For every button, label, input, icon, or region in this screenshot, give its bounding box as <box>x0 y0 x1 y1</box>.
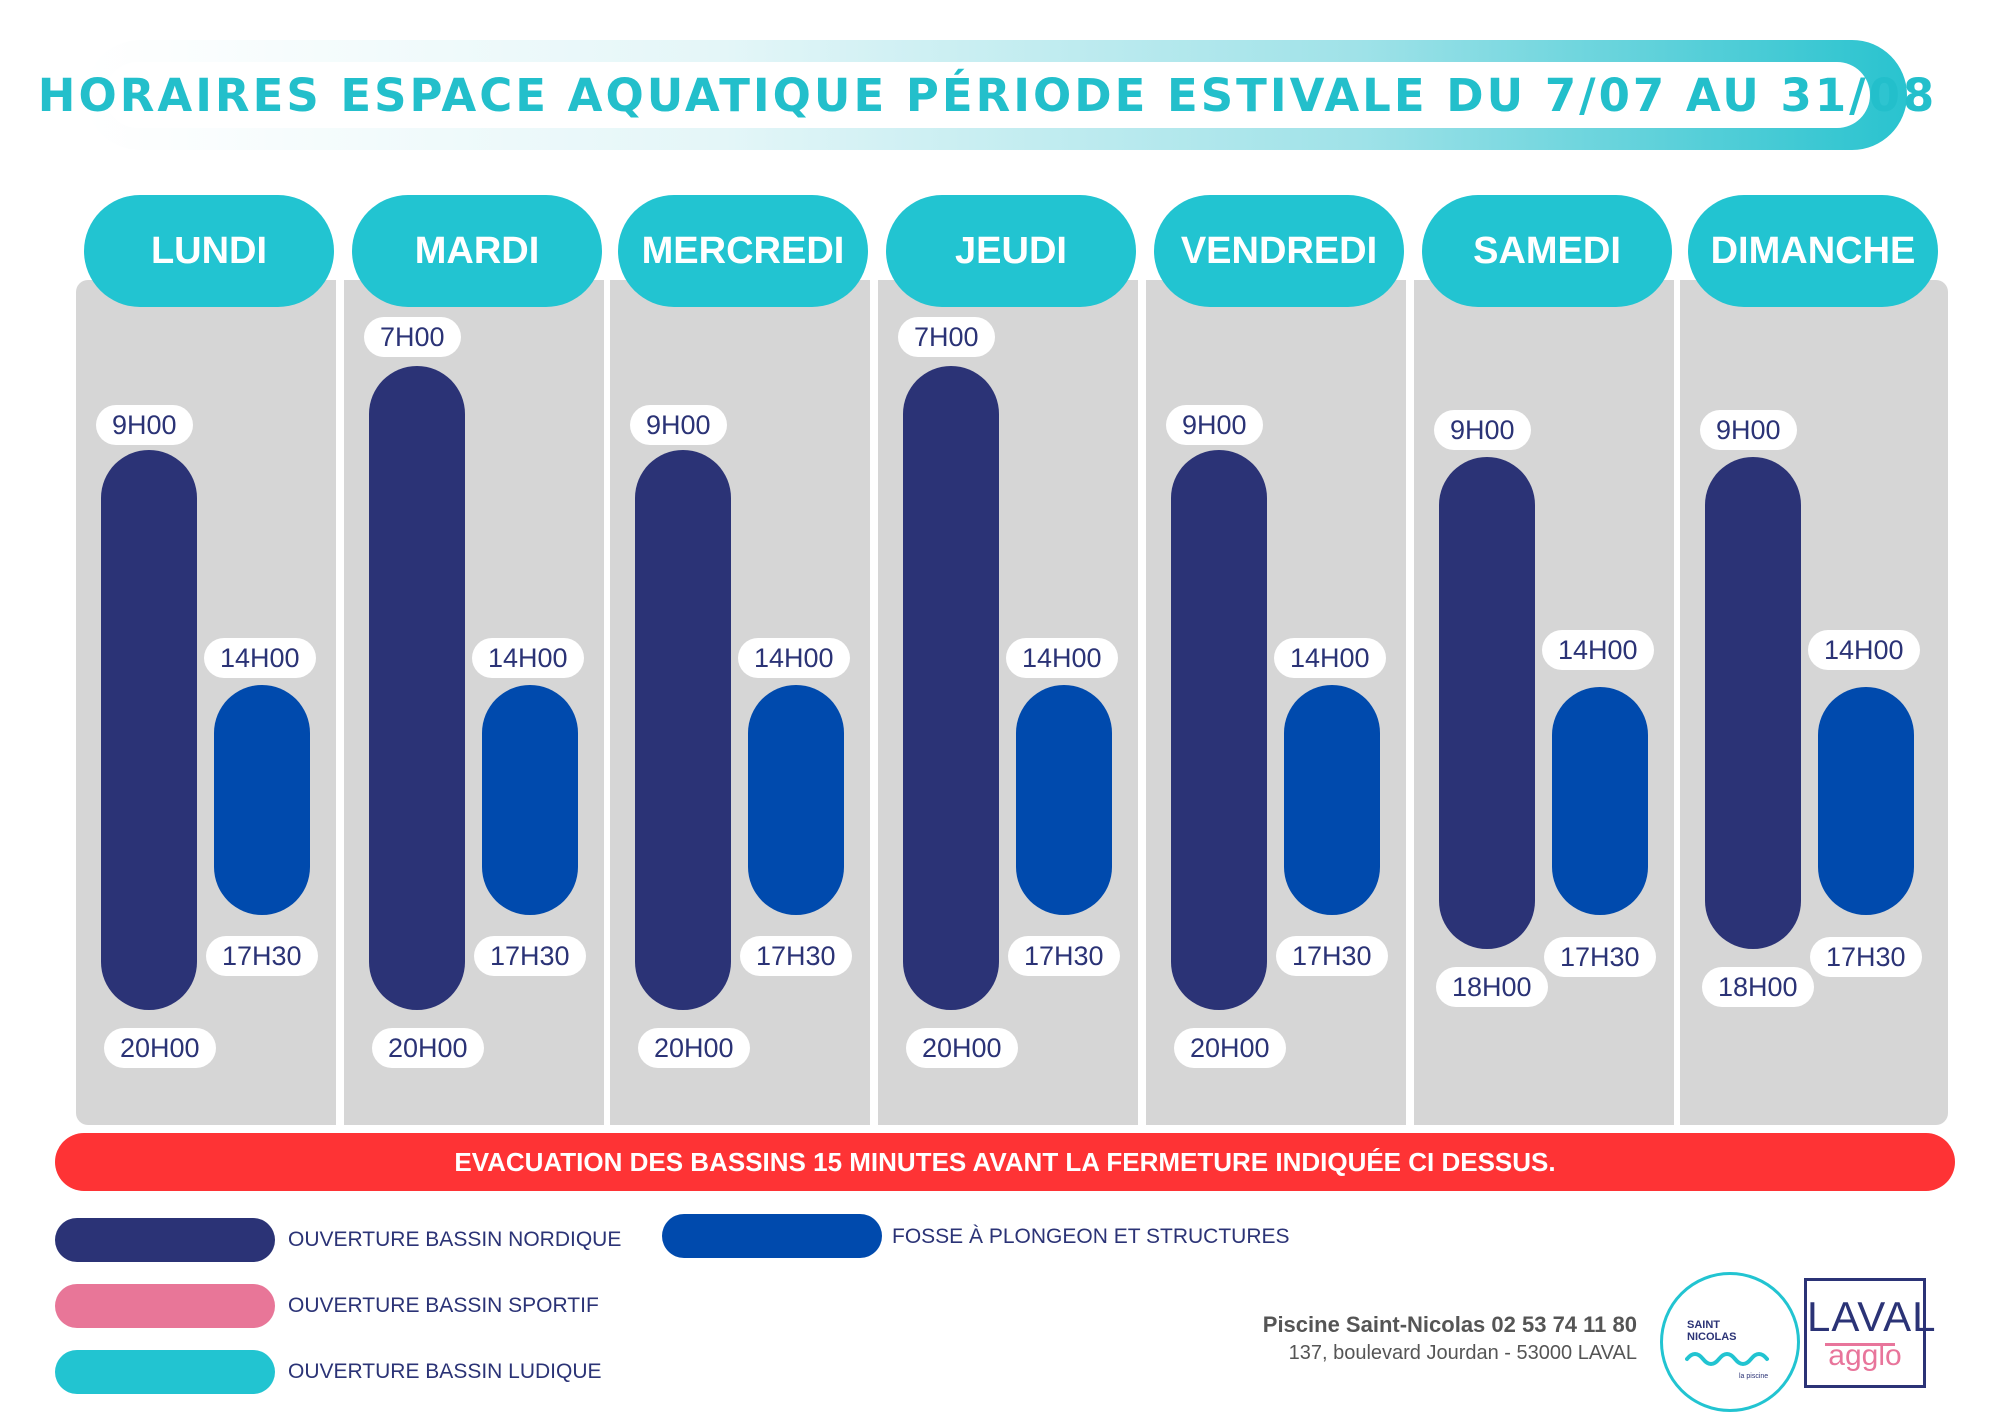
footer-address: 137, boulevard Jourdan - 53000 LAVAL <box>1288 1342 1637 1364</box>
nordique-open-time: 9H00 <box>1434 410 1531 450</box>
nordique-bar <box>1439 457 1535 949</box>
fosse-open-time: 14H00 <box>472 638 584 678</box>
fosse-bar <box>1284 685 1380 915</box>
day-column-mardi: MARDI 7H00 20H00 14H00 17H30 <box>344 195 604 1125</box>
laval-logo-bottom: agglo <box>1828 1339 1902 1372</box>
nordique-close-time: 18H00 <box>1436 967 1548 1007</box>
header-pill: HORAIRES ESPACE AQUATIQUE PÉRIODE ESTIVA… <box>38 62 1934 128</box>
nordique-close-time: 20H00 <box>906 1028 1018 1068</box>
nordique-bar <box>1705 457 1801 949</box>
day-column-vendredi: VENDREDI 9H00 20H00 14H00 17H30 <box>1146 195 1406 1125</box>
legend-label-nordique: OUVERTURE BASSIN NORDIQUE <box>288 1228 622 1251</box>
fosse-close-time: 17H30 <box>740 936 852 976</box>
legend-swatch-fosse <box>662 1214 882 1258</box>
day-header: VENDREDI <box>1154 195 1404 307</box>
legend-label-sportif: OUVERTURE BASSIN SPORTIF <box>288 1294 599 1317</box>
day-column-lundi: LUNDI 9H00 20H00 14H00 17H30 <box>76 195 336 1125</box>
fosse-close-time: 17H30 <box>1544 937 1656 977</box>
nordique-close-time: 20H00 <box>1174 1028 1286 1068</box>
day-column-mercredi: MERCREDI 9H00 20H00 14H00 17H30 <box>610 195 870 1125</box>
page-title: HORAIRES ESPACE AQUATIQUE PÉRIODE ESTIVA… <box>37 68 1938 122</box>
day-column-dimanche: DIMANCHE 9H00 18H00 14H00 17H30 <box>1680 195 1948 1125</box>
saint-nicolas-logo-sub: la piscine <box>1739 1373 1769 1380</box>
day-column-samedi: SAMEDI 9H00 18H00 14H00 17H30 <box>1414 195 1674 1125</box>
footer-pool-name: Piscine Saint-Nicolas 02 53 74 11 80 <box>1262 1312 1637 1337</box>
nordique-close-time: 20H00 <box>372 1028 484 1068</box>
nordique-open-time: 9H00 <box>630 405 727 445</box>
nordique-close-time: 20H00 <box>104 1028 216 1068</box>
nordique-open-time: 7H00 <box>364 317 461 357</box>
fosse-open-time: 14H00 <box>1542 630 1654 670</box>
legend-swatch-ludique <box>55 1350 275 1394</box>
nordique-bar <box>635 450 731 1010</box>
fosse-bar <box>482 685 578 915</box>
nordique-open-time: 9H00 <box>96 405 193 445</box>
fosse-bar <box>748 685 844 915</box>
nordique-close-time: 20H00 <box>638 1028 750 1068</box>
fosse-open-time: 14H00 <box>738 638 850 678</box>
fosse-close-time: 17H30 <box>1810 937 1922 977</box>
evacuation-warning: EVACUATION DES BASSINS 15 MINUTES AVANT … <box>55 1133 1955 1191</box>
wave-icon <box>1685 1352 1769 1366</box>
fosse-bar <box>1016 685 1112 915</box>
day-header: SAMEDI <box>1422 195 1672 307</box>
day-header: MARDI <box>352 195 602 307</box>
fosse-close-time: 17H30 <box>474 936 586 976</box>
nordique-open-time: 9H00 <box>1166 405 1263 445</box>
day-header: LUNDI <box>84 195 334 307</box>
laval-logo-line <box>1825 1343 1895 1346</box>
legend-swatch-nordique <box>55 1218 275 1262</box>
day-header: JEUDI <box>886 195 1136 307</box>
fosse-bar <box>1818 687 1914 915</box>
legend-swatch-sportif <box>55 1284 275 1328</box>
fosse-open-time: 14H00 <box>1808 630 1920 670</box>
day-column-jeudi: JEUDI 7H00 20H00 14H00 17H30 <box>878 195 1138 1125</box>
fosse-close-time: 17H30 <box>1008 936 1120 976</box>
fosse-open-time: 14H00 <box>1274 638 1386 678</box>
laval-agglo-logo: LAVAL agglo <box>1804 1278 1937 1388</box>
nordique-bar <box>903 366 999 1010</box>
nordique-bar <box>1171 450 1267 1010</box>
day-header: MERCREDI <box>618 195 868 307</box>
nordique-bar <box>101 450 197 1010</box>
legend-label-fosse: FOSSE À PLONGEON ET STRUCTURES <box>892 1225 1290 1248</box>
nordique-open-time: 7H00 <box>898 317 995 357</box>
laval-logo-top: LAVAL <box>1807 1293 1937 1340</box>
fosse-open-time: 14H00 <box>204 638 316 678</box>
schedule-grid: LUNDI 9H00 20H00 14H00 17H30 MARDI 7H00 … <box>76 195 1948 1125</box>
fosse-open-time: 14H00 <box>1006 638 1118 678</box>
day-header: DIMANCHE <box>1688 195 1938 307</box>
fosse-close-time: 17H30 <box>206 936 318 976</box>
nordique-close-time: 18H00 <box>1702 967 1814 1007</box>
nordique-open-time: 9H00 <box>1700 410 1797 450</box>
fosse-bar <box>214 685 310 915</box>
fosse-close-time: 17H30 <box>1276 936 1388 976</box>
saint-nicolas-logo-text: SAINT NICOLAS <box>1687 1319 1737 1343</box>
fosse-bar <box>1552 687 1648 915</box>
legend-label-ludique: OUVERTURE BASSIN LUDIQUE <box>288 1360 602 1383</box>
saint-nicolas-logo: SAINT NICOLAS la piscine <box>1660 1272 1800 1412</box>
nordique-bar <box>369 366 465 1010</box>
